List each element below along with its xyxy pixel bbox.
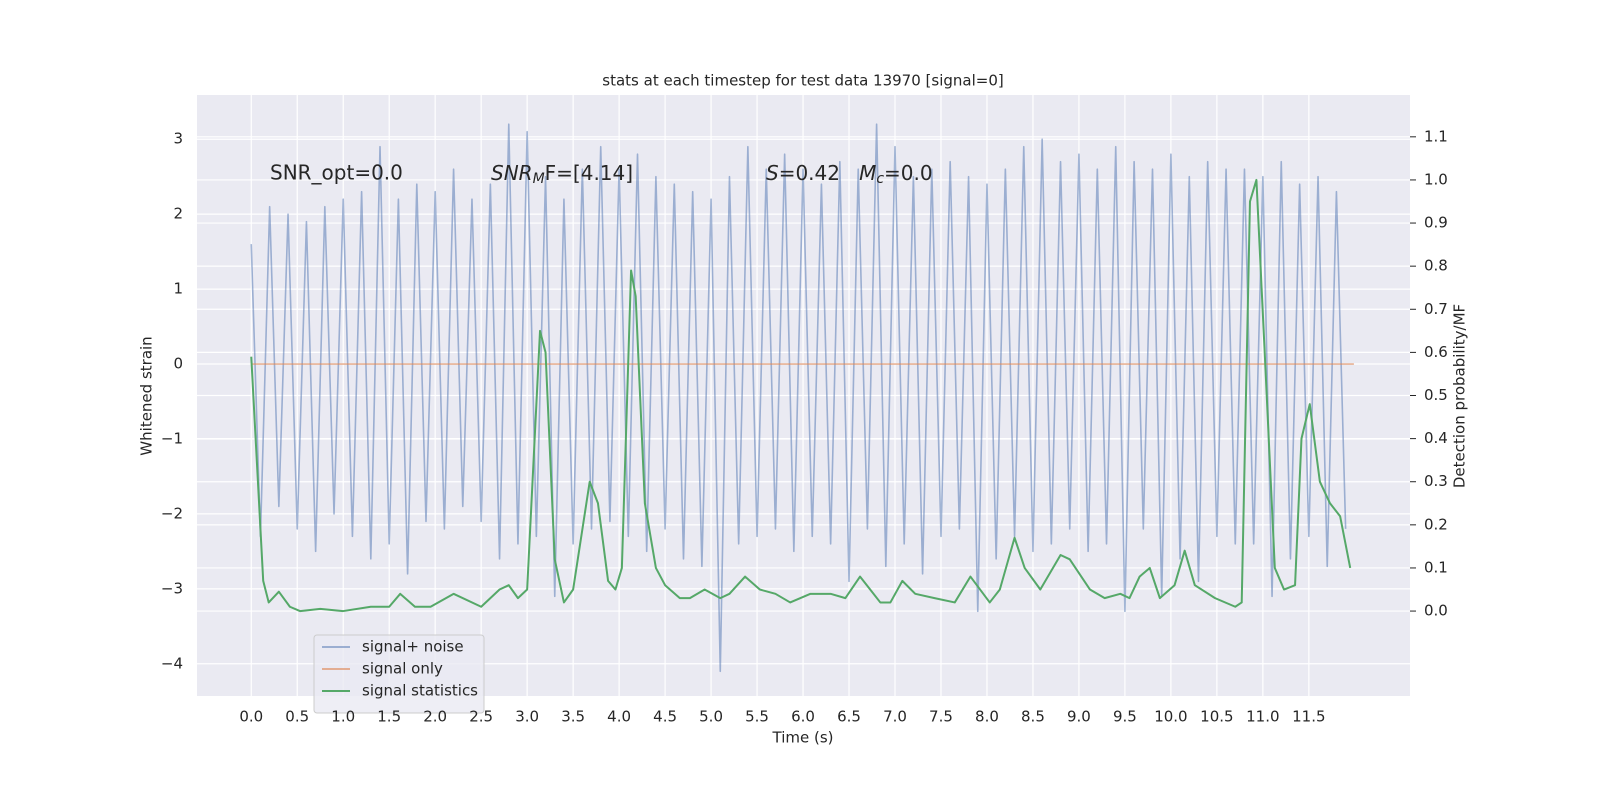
x-tick-label: 2.0 xyxy=(423,708,447,726)
y2-tick-label: 0.1 xyxy=(1424,558,1448,576)
legend-label: signal statistics xyxy=(362,682,478,700)
y-tick-label: 2 xyxy=(173,205,183,223)
y2-tick-label: 0.6 xyxy=(1424,343,1448,361)
x-tick-label: 8.5 xyxy=(1021,708,1045,726)
x-tick-label: 3.0 xyxy=(515,708,539,726)
annotation-part: =0.0 xyxy=(884,161,933,185)
y-tick-label: −2 xyxy=(161,504,183,522)
annotation-part: =0.42 xyxy=(779,161,859,185)
x-tick-label: 11.0 xyxy=(1246,708,1279,726)
y-tick-label: −3 xyxy=(161,579,183,597)
x-tick-label: 4.0 xyxy=(607,708,631,726)
y2-tick-label: 0.3 xyxy=(1424,472,1448,490)
annotation-part: F=[4.14] xyxy=(545,161,633,185)
y2-tick-label: 1.0 xyxy=(1424,170,1448,188)
annotation-part: c xyxy=(876,171,884,187)
y2-tick-label: 0.8 xyxy=(1424,257,1448,275)
marks xyxy=(250,123,1354,673)
annotation: SNRMF=[4.14] xyxy=(491,161,633,188)
y-tick-label: −1 xyxy=(161,429,183,447)
series-line xyxy=(250,178,1352,613)
x-tick-label: 1.0 xyxy=(331,708,355,726)
x-tick-label: 2.5 xyxy=(469,708,493,726)
x-tick-label: 9.5 xyxy=(1113,708,1137,726)
x-tick-label: 7.5 xyxy=(929,708,953,726)
x-tick-label: 5.0 xyxy=(699,708,723,726)
x-axis-label: Time (s) xyxy=(772,729,834,747)
y2-tick-label: 0.0 xyxy=(1424,602,1448,620)
legend: signal+ noise signal only signal statistic… xyxy=(313,634,485,714)
y-tick-label: 0 xyxy=(173,355,183,373)
annotation: S=0.42 Mc=0.0 xyxy=(766,161,933,188)
series-line xyxy=(250,123,1347,673)
y-tick-label: −4 xyxy=(161,654,183,672)
x-tick-label: 0.5 xyxy=(285,708,309,726)
annotation: SNR_opt=0.0 xyxy=(270,161,403,185)
x-tick-label: 10.5 xyxy=(1200,708,1233,726)
chart-title: stats at each timestep for test data 139… xyxy=(602,72,1003,90)
y2-tick-label: 1.1 xyxy=(1424,127,1448,145)
y2-axis-label: Detection probability/MF xyxy=(1451,304,1469,488)
y-tick-label: 3 xyxy=(173,130,183,148)
x-tick-label: 5.5 xyxy=(745,708,769,726)
y2-tick-label: 0.9 xyxy=(1424,214,1448,232)
x-tick-label: 9.0 xyxy=(1067,708,1091,726)
x-tick-label: 11.5 xyxy=(1292,708,1325,726)
annotation-part: M xyxy=(859,161,876,185)
y2-tick-label: 0.4 xyxy=(1424,429,1448,447)
legend-label: signal+ noise xyxy=(362,638,464,656)
x-tick-label: 6.0 xyxy=(791,708,815,726)
x-tick-label: 10.0 xyxy=(1154,708,1187,726)
x-tick-label: 8.0 xyxy=(975,708,999,726)
annotation-part: SNR xyxy=(491,161,533,185)
y2-tick-label: 0.2 xyxy=(1424,515,1448,533)
y-tick-label: 1 xyxy=(173,280,183,298)
legend-label: signal only xyxy=(362,660,443,678)
legend-box xyxy=(313,634,485,714)
x-tick-label: 6.5 xyxy=(837,708,861,726)
annotation-part: M xyxy=(533,171,545,187)
x-tick-label: 7.0 xyxy=(883,708,907,726)
y-axis-label: Whitened strain xyxy=(138,336,156,455)
x-tick-label: 1.5 xyxy=(377,708,401,726)
annotation-part: S xyxy=(766,161,779,185)
y2-tick-label: 0.7 xyxy=(1424,300,1448,318)
x-tick-label: 3.5 xyxy=(561,708,585,726)
x-tick-label: 0.0 xyxy=(239,708,263,726)
y2-tick-label: 0.5 xyxy=(1424,386,1448,404)
x-tick-label: 4.5 xyxy=(653,708,677,726)
